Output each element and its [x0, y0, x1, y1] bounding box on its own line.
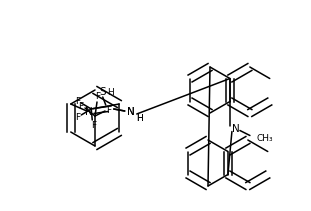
Text: F: F: [75, 96, 80, 106]
Text: F: F: [91, 120, 96, 130]
Text: N: N: [127, 107, 135, 117]
Text: N: N: [127, 107, 135, 117]
Text: H: H: [137, 114, 143, 123]
Text: N: N: [85, 107, 93, 117]
Text: S: S: [100, 87, 106, 97]
Text: F: F: [106, 106, 112, 115]
Text: H: H: [107, 88, 114, 96]
Text: F: F: [75, 112, 80, 122]
Text: CH₃: CH₃: [257, 134, 274, 143]
Text: F: F: [78, 101, 84, 111]
Text: H: H: [137, 114, 143, 123]
Text: N: N: [232, 123, 240, 134]
Text: F: F: [95, 92, 100, 100]
